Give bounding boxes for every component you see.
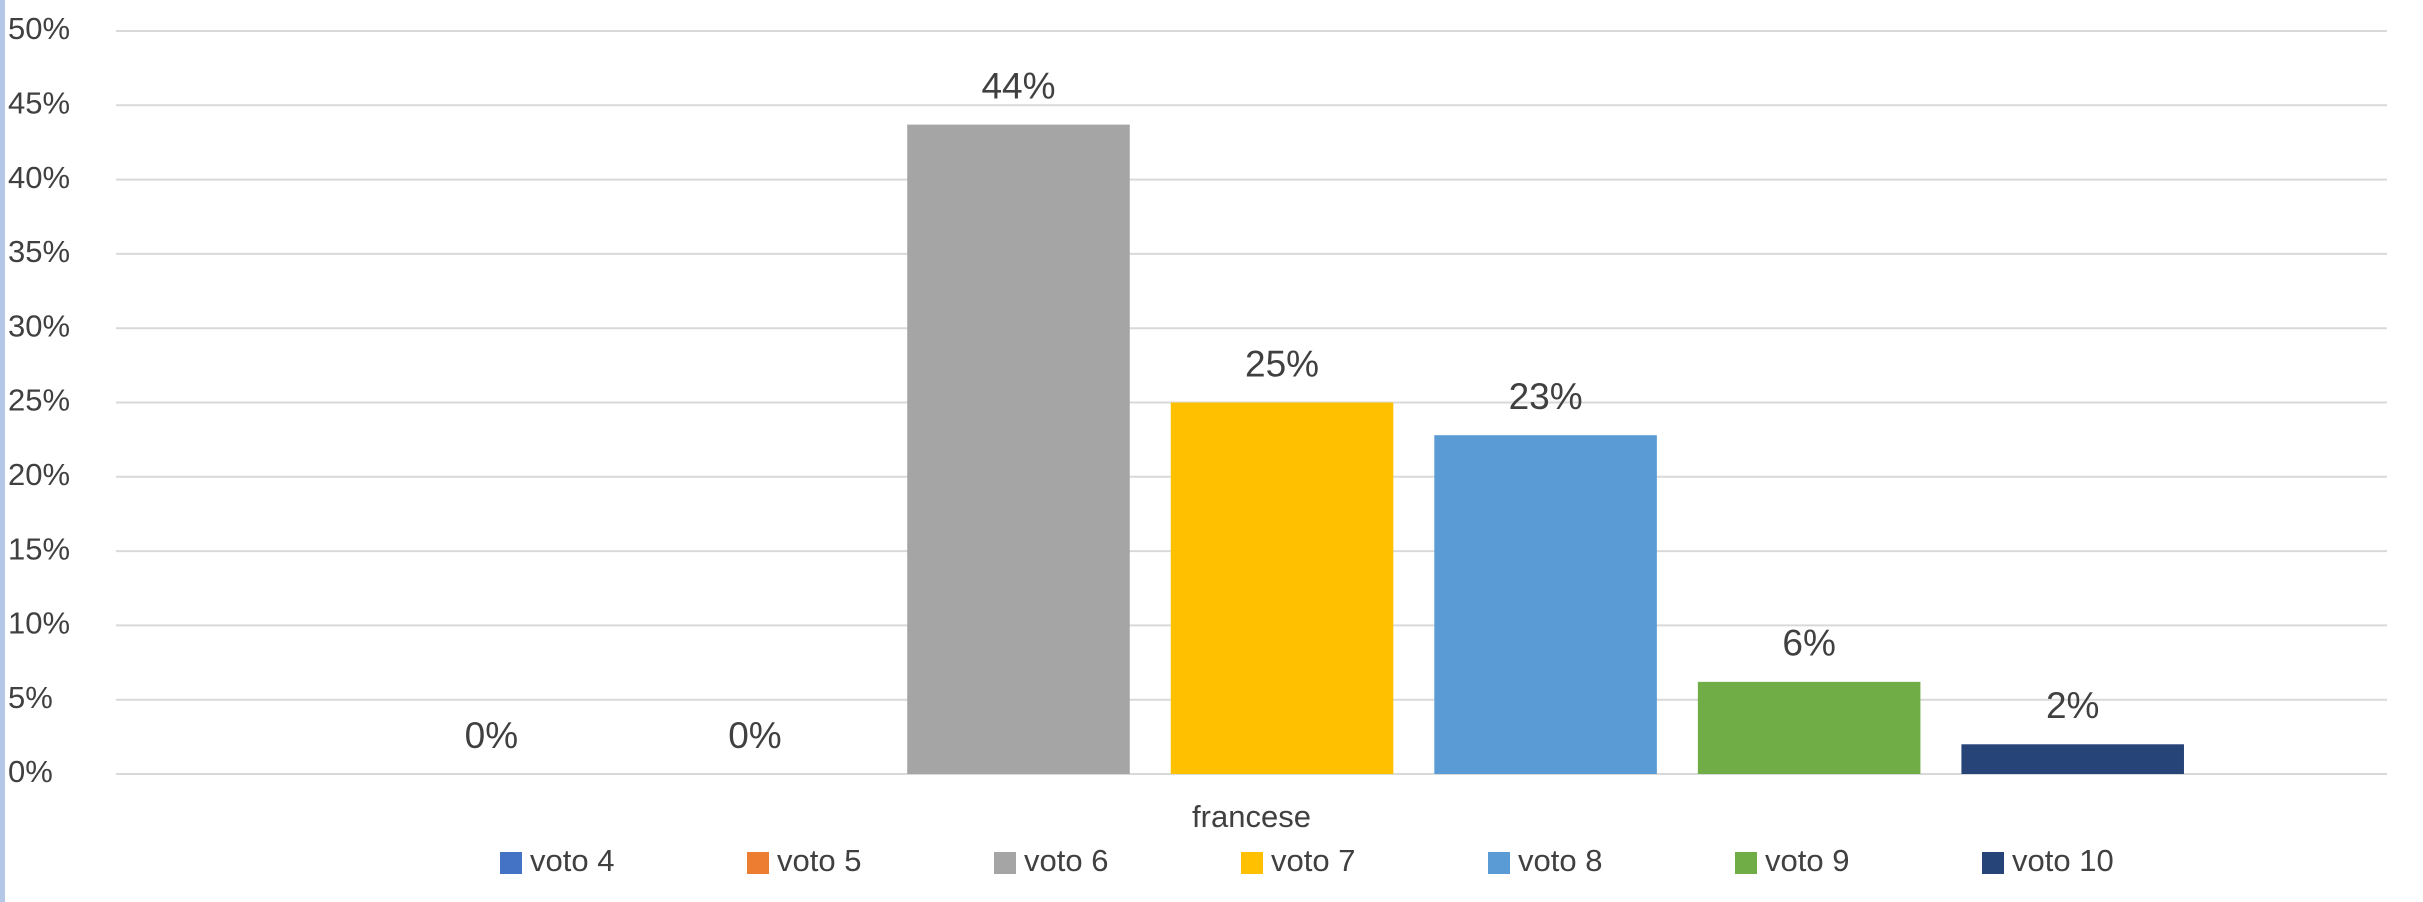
y-tick-label: 25% <box>8 383 70 418</box>
legend-label: voto 10 <box>2012 843 2114 878</box>
y-tick-label: 40% <box>8 160 70 195</box>
legend-label: voto 4 <box>530 843 614 878</box>
legend-swatch <box>1241 852 1263 874</box>
value-label: 23% <box>1509 376 1583 417</box>
bar <box>1961 744 2184 774</box>
legend-label: voto 8 <box>1518 843 1602 878</box>
legend-swatch <box>1735 852 1757 874</box>
legend-label: voto 6 <box>1024 843 1108 878</box>
value-label: 6% <box>1782 623 1835 664</box>
y-tick-label: 50% <box>8 11 70 46</box>
legend-label: voto 5 <box>777 843 861 878</box>
bar <box>907 124 1130 775</box>
y-tick-label: 35% <box>8 234 70 269</box>
y-tick-label: 30% <box>8 308 70 343</box>
legend-swatch <box>1982 852 2004 874</box>
bar <box>1697 681 1921 774</box>
y-tick-label: 0% <box>8 754 53 789</box>
legend-swatch <box>1488 852 1510 874</box>
bar <box>1170 402 1394 774</box>
value-label: 0% <box>465 715 518 756</box>
y-tick-label: 20% <box>8 457 70 492</box>
value-label: 25% <box>1245 343 1319 384</box>
legend-swatch <box>500 852 522 874</box>
legend-label: voto 7 <box>1271 843 1355 878</box>
legend-swatch <box>994 852 1016 874</box>
y-tick-label: 45% <box>8 85 70 120</box>
bar <box>1434 435 1657 774</box>
left-edge-strip <box>0 0 5 902</box>
legend-label: voto 9 <box>1765 843 1849 878</box>
value-label: 0% <box>728 715 781 756</box>
x-tick-label: francese <box>1192 799 1311 834</box>
value-label: 2% <box>2046 685 2099 726</box>
value-label: 44% <box>981 65 1055 106</box>
y-tick-label: 15% <box>8 531 70 566</box>
y-tick-label: 5% <box>8 680 53 715</box>
y-tick-label: 10% <box>8 606 70 641</box>
legend-swatch <box>747 852 769 874</box>
